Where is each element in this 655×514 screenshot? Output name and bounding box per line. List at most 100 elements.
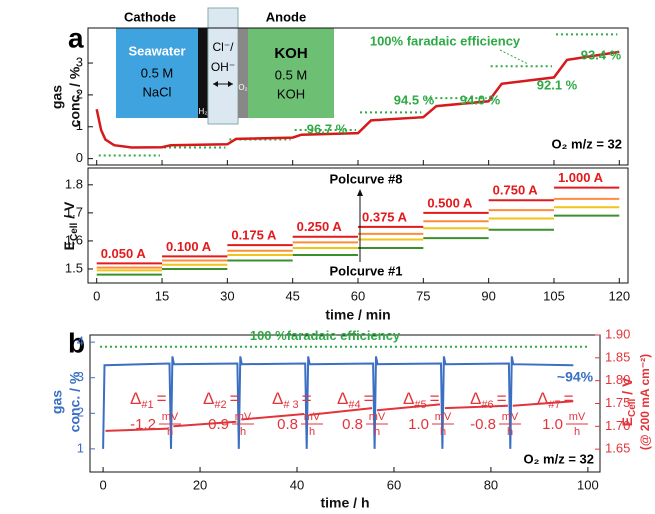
delta-eq: = — [430, 389, 440, 408]
delta-label: Δ#1 = — [130, 389, 167, 410]
annotation: ~94% — [557, 369, 594, 385]
y-axis-label: ECell / V — [61, 201, 80, 250]
delta-label: Δ# 3 = — [272, 389, 312, 410]
delta-index: #4 — [348, 399, 360, 411]
label-sub: Cell — [69, 222, 80, 241]
y2-axis-label: (@ 200 mA cm⁻²) — [638, 354, 652, 450]
pointer — [499, 49, 529, 65]
y-tick-label: 3 — [76, 54, 83, 69]
delta-rate: 0.8 — [277, 416, 298, 433]
reference-label: 100% faradaic efficiency — [370, 33, 521, 48]
y2-tick-label: 1.65 — [605, 441, 630, 456]
delta-symbol: Δ — [403, 389, 414, 408]
delta-eq: = — [157, 389, 167, 408]
delta-unit: h — [374, 426, 380, 438]
x-tick-label: 40 — [290, 477, 304, 492]
delta-unit: mV — [569, 411, 586, 423]
x-tick-label: 60 — [351, 288, 365, 303]
delta-unit: mV — [435, 411, 452, 423]
y-tick-label: 1.6 — [65, 232, 83, 247]
inset-label: H₂ — [199, 107, 208, 116]
delta-label: Δ#4 = — [337, 389, 374, 410]
delta-label: Δ#5 = — [403, 389, 440, 410]
delta-symbol: Δ — [337, 389, 348, 408]
current-label: 0.050 A — [101, 246, 147, 261]
y-axis-label: conc. / % — [67, 66, 83, 127]
y2-tick-label: 1.70 — [605, 418, 630, 433]
delta-label: Δ#6 = — [470, 389, 507, 410]
delta-rate: 0.9 — [208, 416, 229, 433]
inset-label: O₂ — [238, 83, 247, 92]
data-line — [241, 413, 305, 421]
x-tick-label: 80 — [484, 477, 498, 492]
arrow-head — [213, 81, 233, 87]
delta-symbol: Δ — [130, 389, 141, 408]
x-tick-label: 0 — [93, 288, 100, 303]
membrane — [207, 7, 239, 125]
x-tick-label: 75 — [416, 288, 430, 303]
x-tick-label: 100 — [577, 477, 599, 492]
delta-eq: = — [564, 389, 574, 408]
delta-unit: h — [167, 426, 173, 438]
x-tick-label: 45 — [285, 288, 299, 303]
data-line — [512, 400, 574, 407]
x-tick-label: 105 — [543, 288, 565, 303]
y-tick-label: 1 — [77, 440, 84, 455]
cathode-electrode — [198, 28, 208, 118]
y-tick-label: 1.7 — [65, 204, 83, 219]
annotation: Polcurve #1 — [330, 263, 403, 278]
delta-unit: h — [574, 426, 580, 438]
delta-rate: -0.8 — [470, 416, 496, 433]
efficiency-label: 93.4 % — [581, 47, 622, 62]
delta-rate: 0.8 — [342, 416, 363, 433]
current-label: 0.250 A — [297, 219, 343, 234]
y2-tick-label: 1.80 — [605, 372, 630, 387]
y-tick-label: 1.8 — [65, 176, 83, 191]
current-label: 0.750 A — [493, 183, 539, 198]
inset-label: NaCl — [143, 84, 172, 99]
y2-tick-label: 1.90 — [605, 326, 630, 341]
y-tick-label: 0 — [76, 150, 83, 165]
current-label: 0.500 A — [427, 195, 473, 210]
y-tick-label: 3 — [77, 369, 84, 384]
y-tick-label: 2 — [77, 405, 84, 420]
note: O₂ m/z = 32 — [552, 136, 622, 151]
inset: Cathode Anode Seawater 0.5 M NaCl Cl⁻/ O… — [116, 7, 334, 125]
current-label: 0.100 A — [166, 239, 212, 254]
x-tick-label: 120 — [608, 288, 630, 303]
delta-eq: = — [230, 389, 240, 408]
x-tick-label: 90 — [481, 288, 495, 303]
delta-label: Δ#2 = — [203, 389, 240, 410]
delta-unit: h — [309, 426, 315, 438]
data-line — [173, 420, 237, 428]
inset-label: Anode — [266, 9, 306, 24]
data-line — [102, 356, 574, 449]
y-tick-label: 1.5 — [65, 260, 83, 275]
delta-eq: = — [497, 389, 507, 408]
delta-rate: 1.0 — [408, 416, 429, 433]
delta-symbol: Δ — [203, 389, 214, 408]
panel-letter: b — [68, 327, 85, 358]
data-line — [444, 404, 508, 410]
x-tick-label: 30 — [220, 288, 234, 303]
delta-unit: mV — [502, 411, 519, 423]
delta-unit: h — [507, 426, 513, 438]
inset-label: 0.5 M — [275, 67, 308, 82]
y-tick-label: 2 — [76, 86, 83, 101]
y-tick-label: 4 — [77, 334, 84, 349]
anode-electrode — [238, 28, 248, 118]
y2-axis-label: ECell / V — [619, 377, 638, 426]
delta-index: #5 — [414, 399, 426, 411]
efficiency-label: 94.0 % — [460, 92, 501, 107]
y-axis-label: gas — [49, 390, 65, 414]
inset-label: KOH — [274, 45, 307, 62]
delta-label: Δ#7 = — [537, 389, 574, 410]
y2-tick-label: 1.75 — [605, 395, 630, 410]
anode-box — [248, 28, 334, 118]
y-tick-label: 1 — [76, 118, 83, 133]
data-line — [95, 50, 620, 149]
delta-index: # 3 — [283, 399, 298, 411]
delta-unit: mV — [235, 411, 252, 423]
delta-symbol: Δ — [272, 389, 283, 408]
current-label: 1.000 A — [558, 170, 604, 185]
